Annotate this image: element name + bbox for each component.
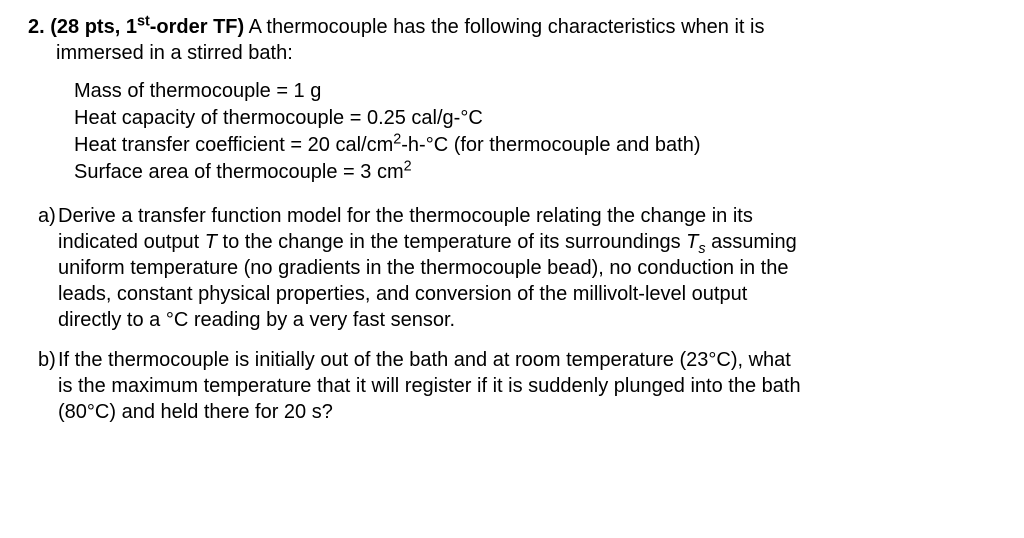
pa-Ts-sub: s [698,241,705,257]
pb-l1a: If the thermocouple is initially out of … [58,349,708,371]
pa-l5b: reading by a very fast sensor. [188,309,455,331]
pb-l1b: ), what [731,349,791,371]
q-tf: -order TF) [150,16,244,38]
part-a-text: Derive a transfer function model for the… [58,203,996,333]
given-htc: Heat transfer coefficient = 20 cal/cm2-h… [74,132,996,158]
q-intro-b: immersed in a stirred bath: [28,40,996,66]
pb-l3b: ) and held there for 20 s? [109,401,332,423]
pa-l5deg: °C [166,309,188,331]
pa-l3: uniform temperature (no gradients in the… [58,257,788,279]
part-b-label: b) [28,347,58,425]
pa-l2c: assuming [706,231,797,253]
part-b-text: If the thermocouple is initially out of … [58,347,996,425]
given-area-pre: Surface area of thermocouple = 3 cm [74,161,404,183]
given-area-sup: 2 [404,158,412,174]
pa-l4: leads, constant physical properties, and… [58,283,747,305]
pa-Ts: T [686,231,698,253]
pb-l1deg: °C [708,349,730,371]
pa-l2a: indicated output [58,231,205,253]
q-intro-a: A thermocouple has the following charact… [244,16,764,38]
pa-l1: Derive a transfer function model for the… [58,205,753,227]
given-area: Surface area of thermocouple = 3 cm2 [74,159,996,185]
pb-l3deg: °C [87,401,109,423]
q-points-open: (28 pts, 1 [50,16,137,38]
question-header: 2. (28 pts, 1st-order TF) A thermocouple… [28,14,996,66]
given-heatcap-pre: Heat capacity of thermocouple = 0.25 cal… [74,107,460,129]
given-block: Mass of thermocouple = 1 g Heat capacity… [28,78,996,185]
pb-l3a: (80 [58,401,87,423]
given-mass: Mass of thermocouple = 1 g [74,78,996,104]
given-htc-pre: Heat transfer coefficient = 20 cal/cm [74,134,393,156]
given-htc-mid: -h- [401,134,425,156]
pb-l2: is the maximum temperature that it will … [58,375,801,397]
q-number: 2. [28,16,45,38]
q-ord: st [137,13,150,29]
part-b: b) If the thermocouple is initially out … [28,347,996,425]
pa-l2b: to the change in the temperature of its … [217,231,686,253]
given-heatcap: Heat capacity of thermocouple = 0.25 cal… [74,105,996,131]
given-htc-post: (for thermocouple and bath) [448,134,700,156]
pa-T: T [205,231,217,253]
pa-l5a: directly to a [58,309,166,331]
given-htc-deg: °C [426,134,448,156]
part-a: a) Derive a transfer function model for … [28,203,996,333]
given-heatcap-deg: °C [460,107,482,129]
part-a-label: a) [28,203,58,333]
